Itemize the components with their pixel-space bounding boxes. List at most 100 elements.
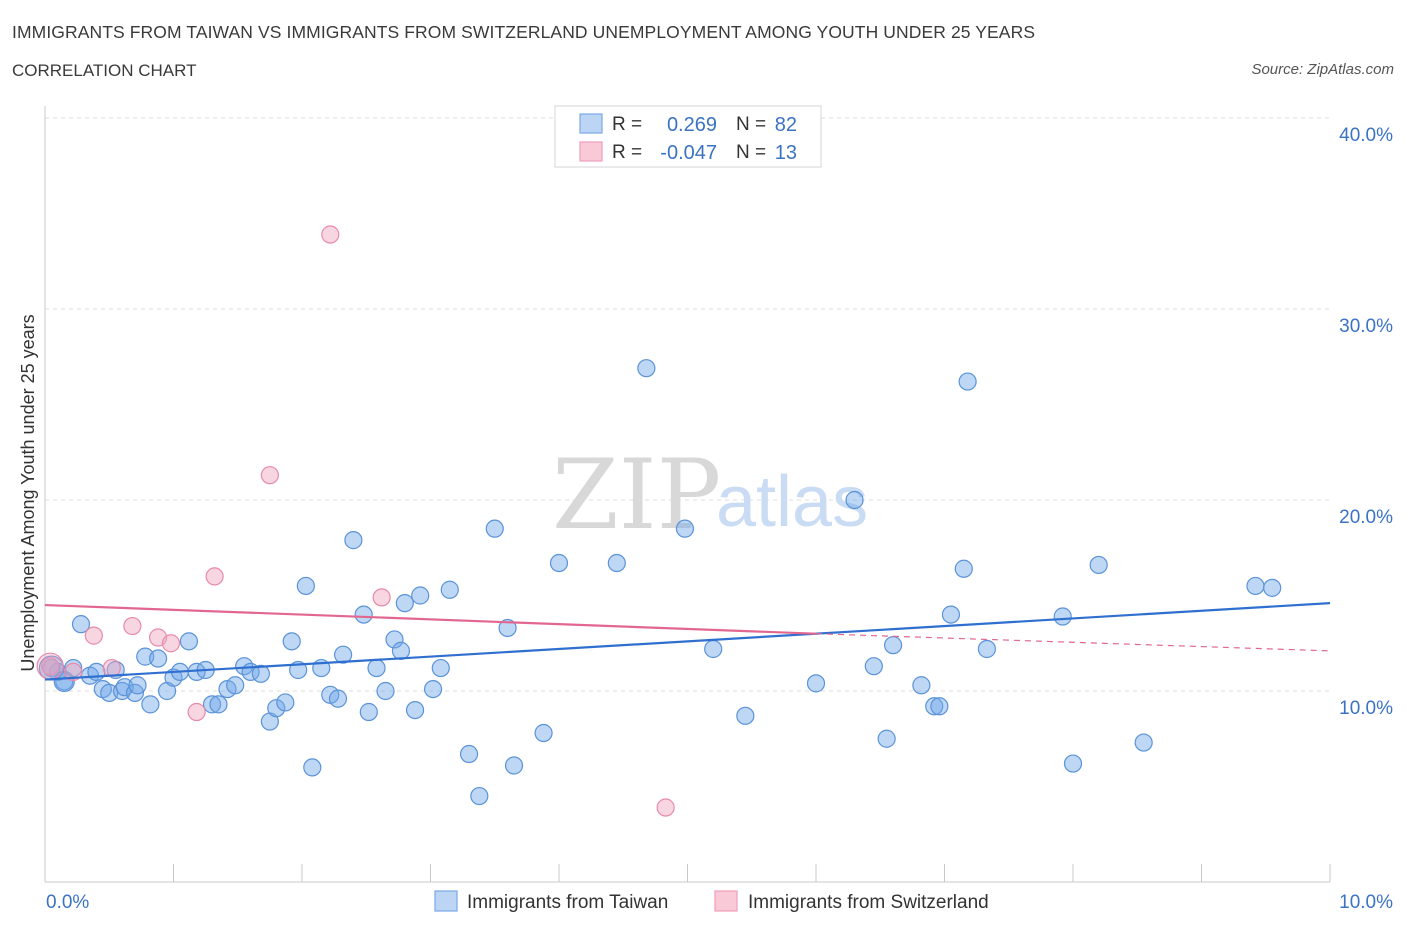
taiwan-point-82 [1246, 576, 1265, 596]
legend-swatch-switzerland [714, 890, 738, 912]
taiwan-point-54 [459, 744, 479, 764]
taiwan-point-31 [267, 699, 286, 718]
stats-box: R = 0.269 N = 82 R = -0.047 N = 13 [554, 105, 822, 168]
taiwan-point-39 [328, 689, 348, 708]
gridlines [45, 117, 1330, 692]
x-tick-labels: 0.0% 10.0% [46, 892, 1393, 913]
trend-line-switzerland [44, 603, 817, 635]
legend: Immigrants from Taiwan Immigrants from S… [434, 890, 989, 913]
watermark: ZIP atlas [552, 439, 868, 551]
taiwan-point-56 [485, 519, 504, 538]
y-tick-label-2: 30.0% [1339, 316, 1393, 337]
taiwan-point-65 [736, 706, 755, 725]
chart-title: IMMIGRANTS FROM TAIWAN VS IMMIGRANTS FRO… [12, 22, 1036, 42]
switzerland-point-3 [102, 658, 121, 678]
taiwan-point-68 [864, 657, 883, 676]
y-axis-label: Unemployment Among Youth under 25 years [18, 314, 38, 671]
taiwan-point-43 [359, 702, 378, 722]
switzerland-point-6 [161, 634, 181, 653]
taiwan-point-73 [930, 697, 949, 716]
taiwan-point-23 [202, 695, 222, 714]
taiwan-point-41 [344, 531, 363, 550]
watermark-atlas: atlas [716, 462, 868, 542]
taiwan-point-77 [977, 639, 997, 659]
taiwan-point-51 [423, 679, 443, 699]
taiwan-point-71 [912, 676, 931, 695]
taiwan-point-53 [440, 580, 459, 599]
switzerland-point-8 [205, 567, 224, 586]
taiwan-point-16 [148, 649, 168, 668]
taiwan-point-63 [675, 519, 695, 538]
taiwan-point-46 [385, 630, 404, 649]
legend-swatch-taiwan [434, 890, 458, 912]
taiwan-point-70 [877, 729, 896, 748]
taiwan-point-52 [431, 658, 450, 678]
stats-r-label-switzerland: R = [612, 142, 642, 163]
taiwan-point-67 [845, 490, 864, 510]
legend-label-taiwan: Immigrants from Taiwan [467, 892, 668, 913]
taiwan-point-66 [806, 674, 826, 693]
taiwan-point-74 [941, 605, 961, 624]
taiwan-point-75 [954, 559, 973, 578]
axes [44, 106, 1331, 883]
taiwan-point-47 [391, 641, 411, 660]
taiwan-point-26 [226, 676, 245, 695]
trend-line-taiwan [44, 602, 1331, 681]
stats-r-value-taiwan: 0.269 [667, 114, 717, 136]
x-tick-label-0: 0.0% [46, 892, 89, 913]
series-switzerland-points [36, 225, 675, 817]
switzerland-point-9 [260, 466, 279, 485]
switzerland-point-11 [372, 588, 391, 607]
switzerland-point-1 [64, 662, 83, 682]
taiwan-point-36 [303, 758, 322, 777]
taiwan-point-48 [395, 594, 414, 613]
y-tick-labels: 10.0% 20.0% 30.0% 40.0% [1339, 125, 1393, 719]
y-tick-label-0: 10.0% [1339, 698, 1393, 719]
trend-line-switzerland-extension [815, 633, 1331, 652]
taiwan-point-49 [405, 700, 425, 720]
taiwan-point-4 [71, 615, 91, 634]
switzerland-point-2 [84, 626, 103, 645]
taiwan-point-61 [607, 553, 626, 573]
taiwan-point-58 [504, 756, 524, 775]
stats-n-label-switzerland: N = [736, 142, 766, 163]
stats-n-value-taiwan: 82 [775, 114, 797, 136]
taiwan-point-60 [549, 553, 569, 573]
taiwan-point-57 [498, 618, 517, 638]
trend-lines [44, 602, 1331, 681]
chart-subtitle: CORRELATION CHART [12, 61, 197, 80]
taiwan-point-20 [179, 632, 199, 651]
stats-n-value-switzerland: 13 [775, 142, 797, 164]
source-credit: Source: ZipAtlas.com [1251, 61, 1394, 78]
taiwan-point-83 [1263, 578, 1282, 597]
stats-swatch-taiwan [579, 113, 603, 134]
taiwan-point-24 [209, 695, 228, 714]
switzerland-point-4 [123, 616, 142, 636]
switzerland-point-10 [321, 225, 340, 244]
taiwan-point-45 [376, 681, 395, 701]
taiwan-point-42 [354, 605, 373, 624]
series-taiwan-points [38, 359, 1282, 806]
taiwan-point-35 [296, 576, 315, 596]
taiwan-point-64 [704, 639, 723, 659]
taiwan-point-13 [128, 676, 147, 695]
switzerland-point-7 [187, 702, 206, 722]
taiwan-point-32 [276, 693, 295, 712]
taiwan-point-78 [1053, 607, 1072, 626]
taiwan-point-69 [883, 636, 903, 655]
taiwan-point-81 [1134, 733, 1153, 752]
taiwan-point-15 [141, 695, 160, 714]
stats-r-label-taiwan: R = [612, 114, 642, 135]
taiwan-point-79 [1063, 754, 1083, 773]
taiwan-point-55 [470, 786, 489, 806]
stats-swatch-switzerland [579, 141, 603, 162]
taiwan-point-50 [411, 586, 430, 605]
taiwan-point-80 [1089, 555, 1108, 575]
switzerland-point-12 [656, 798, 675, 817]
taiwan-point-40 [334, 645, 353, 664]
stats-r-value-switzerland: -0.047 [660, 142, 717, 164]
taiwan-point-33 [282, 632, 301, 651]
taiwan-point-44 [367, 658, 386, 678]
switzerland-cluster-point [36, 652, 64, 680]
